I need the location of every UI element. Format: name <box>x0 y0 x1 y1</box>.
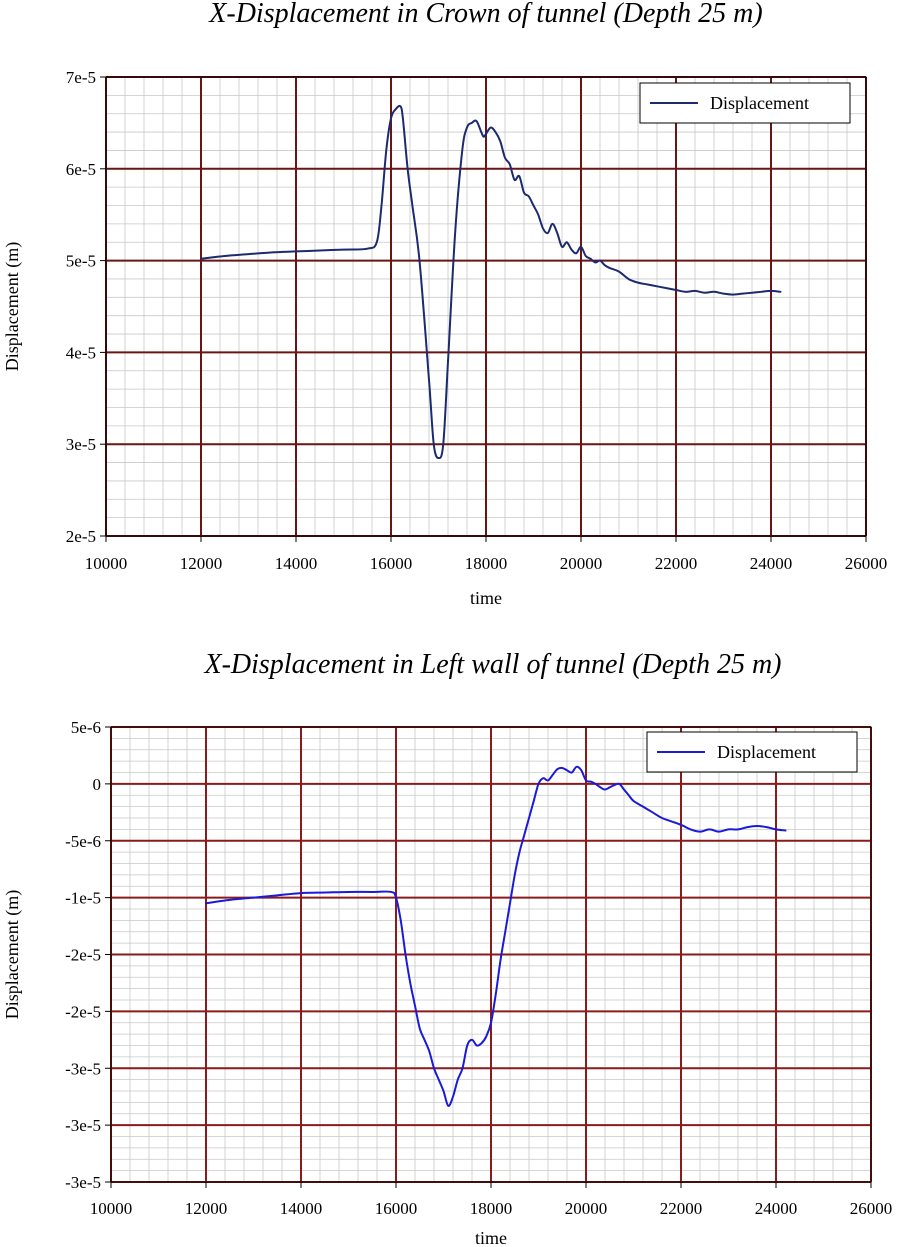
x-tick-label: 20000 <box>560 554 603 573</box>
x-tick-label: 26000 <box>850 1199 893 1218</box>
x-tick-label: 22000 <box>655 554 698 573</box>
series-group <box>205 765 787 1107</box>
x-tick-label: 12000 <box>185 1199 228 1218</box>
y-axis-ticks: 2e-5 3e-5 4e-5 5e-5 6e-5 7e-5 <box>66 68 106 546</box>
legend-label: Displacement <box>710 93 809 113</box>
x-tick-label: 14000 <box>275 554 318 573</box>
legend: Displacement <box>639 82 851 124</box>
legend: Displacement <box>646 731 858 773</box>
y-tick-label: 7e-5 <box>66 68 96 87</box>
legend-label: Displacement <box>717 742 816 762</box>
crown-chart: X-Displacement in Crown of tunnel (Depth… <box>2 0 887 608</box>
series-line-0 <box>205 765 787 1107</box>
chart-title: X-Displacement in Crown of tunnel (Depth… <box>208 0 762 29</box>
y-tick-label: -2e-5 <box>65 946 101 965</box>
y-tick-label: -2e-5 <box>65 1002 101 1021</box>
x-tick-label: 18000 <box>465 554 508 573</box>
x-axis-label: time <box>475 1228 507 1247</box>
x-tick-label: 10000 <box>90 1199 133 1218</box>
x-axis-ticks: 10000 12000 14000 16000 18000 20000 22000 24000… <box>85 536 888 573</box>
chart-title: X-Displacement in Left wall of tunnel (D… <box>203 649 781 680</box>
y-tick-label: 0 <box>93 775 102 794</box>
x-tick-label: 14000 <box>280 1199 323 1218</box>
x-axis-ticks: 10000 12000 14000 16000 18000 20000 22000 24000… <box>90 1182 893 1218</box>
x-tick-label: 24000 <box>750 554 793 573</box>
y-axis-label: Displacement (m) <box>2 890 23 1019</box>
y-tick-label: 5e-5 <box>66 252 96 271</box>
y-tick-label: 3e-5 <box>66 435 96 454</box>
y-tick-label: 6e-5 <box>66 160 96 179</box>
y-tick-label: -3e-5 <box>65 1116 101 1135</box>
x-tick-label: 16000 <box>370 554 413 573</box>
series-line-0 <box>200 104 782 460</box>
x-tick-label: 22000 <box>660 1199 703 1218</box>
y-tick-label: -1e-5 <box>65 889 101 908</box>
y-axis-ticks: 5e-6 0 -5e-6 -1e-5 -2e-5 -2e-5 -3e-5 -3e-5 -3e-5 <box>65 718 111 1192</box>
x-tick-label: 16000 <box>375 1199 418 1218</box>
y-tick-label: -3e-5 <box>65 1173 101 1192</box>
x-tick-label: 24000 <box>755 1199 798 1218</box>
y-tick-label: 2e-5 <box>66 527 96 546</box>
x-axis-label: time <box>470 588 502 608</box>
y-tick-label: 4e-5 <box>66 343 96 362</box>
y-tick-label: -5e-6 <box>65 832 101 851</box>
x-tick-label: 12000 <box>180 554 223 573</box>
x-tick-label: 26000 <box>845 554 888 573</box>
series-group <box>200 104 782 460</box>
x-tick-label: 20000 <box>565 1199 608 1218</box>
x-tick-label: 18000 <box>470 1199 513 1218</box>
y-tick-label: 5e-6 <box>71 718 101 737</box>
y-tick-label: -3e-5 <box>65 1059 101 1078</box>
left-wall-chart: X-Displacement in Left wall of tunnel (D… <box>2 649 892 1247</box>
x-tick-label: 10000 <box>85 554 128 573</box>
y-axis-label: Displacement (m) <box>2 242 23 371</box>
